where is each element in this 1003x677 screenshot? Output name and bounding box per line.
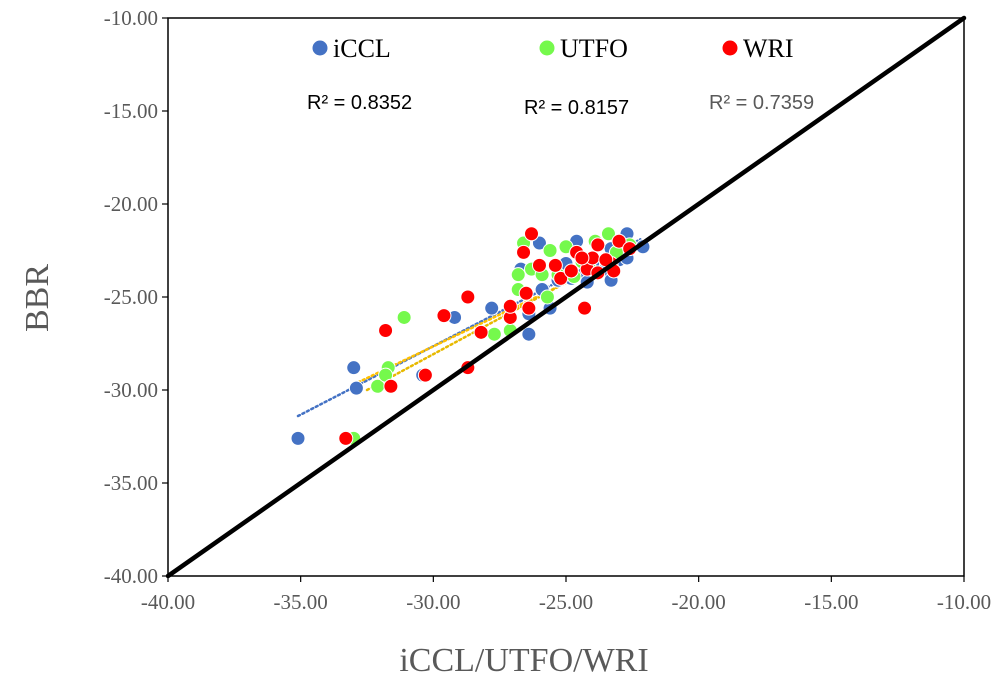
legend-label-iccl: iCCL	[333, 34, 391, 63]
point-wri	[436, 308, 452, 324]
x-tick-label: -20.00	[672, 590, 726, 614]
point-wri	[524, 226, 540, 242]
point-wri	[473, 324, 489, 340]
point-utfo	[600, 226, 616, 242]
point-wri	[547, 257, 563, 273]
legend-marker-wri	[721, 39, 739, 57]
x-tick-label: -35.00	[274, 590, 328, 614]
x-tick-label: -40.00	[141, 590, 195, 614]
point-utfo	[542, 243, 558, 258]
point-wri	[383, 378, 399, 394]
point-wri	[378, 322, 394, 338]
axis-ticks: -40.00 -35.00 -30.00 -25.00 -20.00 -15.00 -10.…	[104, 6, 991, 614]
legend: iCCL UTFO WRI	[311, 34, 794, 63]
r2-label-utfo: R² = 0.8157	[524, 97, 629, 119]
point-wri	[417, 367, 433, 383]
r2-label-wri: R² = 0.7359	[709, 92, 814, 114]
legend-label-wri: WRI	[743, 34, 794, 63]
r2-label-iccl: R² = 0.8352	[307, 92, 412, 114]
point-wri	[502, 298, 518, 314]
point-wri	[516, 244, 532, 260]
legend-label-utfo: UTFO	[560, 34, 628, 63]
legend-marker-utfo	[538, 39, 556, 57]
x-axis-title: iCCL/UTFO/WRI	[399, 642, 648, 677]
point-iccl	[521, 326, 537, 342]
y-tick-label: -15.00	[104, 99, 158, 123]
point-wri	[553, 270, 569, 286]
y-tick-label: -30.00	[104, 378, 158, 402]
point-iccl	[290, 430, 306, 446]
reference-line-layer	[165, 15, 967, 579]
point-wri	[577, 300, 593, 316]
y-tick-label: -10.00	[104, 6, 158, 30]
point-wri	[590, 237, 606, 253]
point-wri	[574, 250, 590, 266]
legend-marker-iccl	[311, 39, 329, 57]
point-wri	[518, 285, 534, 301]
point-wri	[611, 233, 627, 249]
x-tick-label: -30.00	[406, 590, 460, 614]
point-utfo	[396, 309, 412, 325]
point-wri	[338, 430, 354, 446]
one-to-one-line	[165, 15, 967, 579]
x-tick-label: -25.00	[539, 590, 593, 614]
y-tick-label: -25.00	[104, 285, 158, 309]
point-iccl	[348, 380, 364, 396]
point-wri	[563, 263, 579, 279]
point-iccl	[484, 300, 500, 316]
point-utfo	[486, 326, 502, 342]
point-wri	[460, 289, 476, 305]
y-tick-label: -20.00	[104, 192, 158, 216]
y-tick-label: -35.00	[104, 471, 158, 495]
point-wri	[521, 300, 537, 316]
r-squared-labels: R² = 0.8352 R² = 0.8157 R² = 0.7359	[307, 92, 814, 119]
x-tick-label: -10.00	[937, 590, 991, 614]
y-axis-title: BBR	[19, 264, 56, 332]
point-iccl	[346, 360, 362, 376]
point-utfo	[510, 267, 526, 283]
x-tick-label: -15.00	[804, 590, 858, 614]
y-tick-label: -40.00	[104, 564, 158, 588]
point-wri	[531, 257, 547, 273]
point-utfo	[539, 289, 555, 305]
